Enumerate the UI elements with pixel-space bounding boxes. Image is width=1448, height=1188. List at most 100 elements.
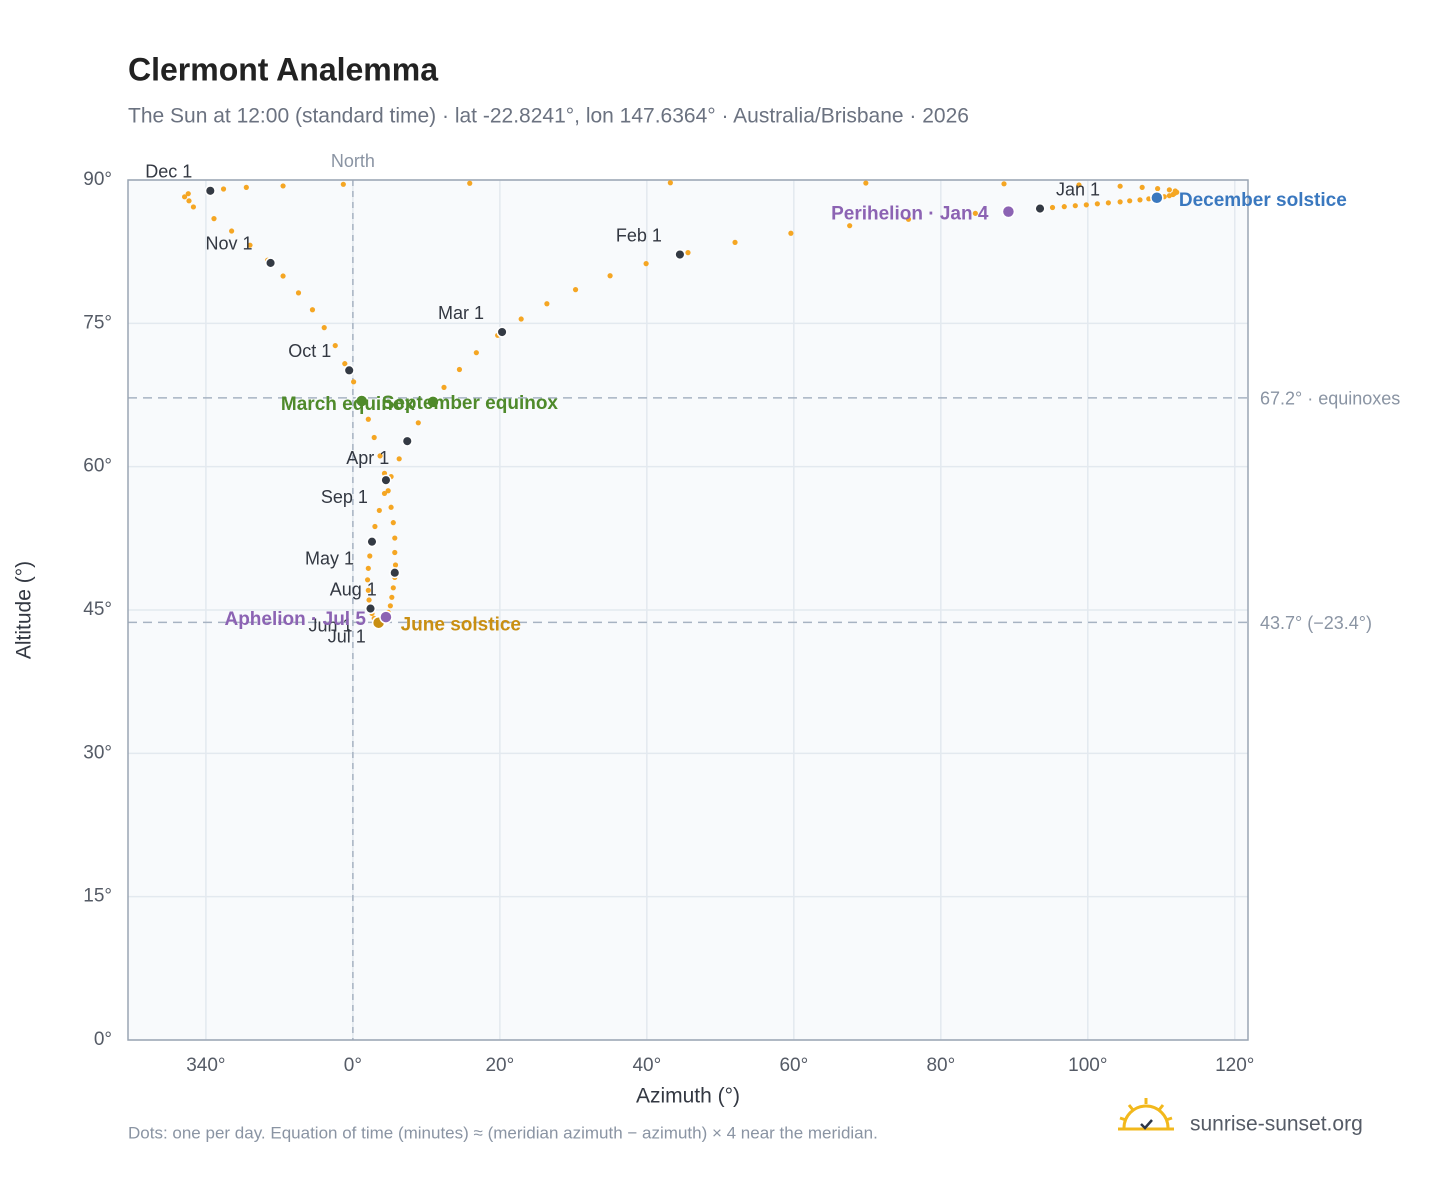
day-dot [340, 181, 346, 187]
day-dot [389, 594, 395, 600]
day-dot [220, 186, 227, 192]
labels: 0° 15° 30° 45° 60° 75° 90° 340° 0° 20° 40° 60° 80° 10… [83, 151, 1400, 1076]
y-tick-label: 60° [83, 456, 112, 477]
x-tick-label: 60° [779, 1055, 808, 1076]
month-label: Jul 1 [328, 626, 366, 646]
event-marker [426, 395, 440, 409]
day-dot [392, 549, 398, 556]
x-tick-label: 20° [485, 1055, 514, 1076]
day-dot [1049, 204, 1056, 211]
month-marker [389, 567, 401, 579]
month-label: Feb 1 [616, 225, 662, 245]
day-dot [381, 490, 388, 497]
event-label: September equinox [382, 393, 559, 414]
day-dot [1117, 199, 1123, 205]
day-dot [972, 210, 978, 216]
month-label: Nov 1 [206, 234, 253, 254]
day-dot [518, 316, 524, 322]
day-dot [229, 228, 235, 234]
y-tick-label: 90° [83, 169, 112, 190]
reference-lines [128, 180, 1248, 1040]
month-marker [204, 185, 216, 197]
day-dot [847, 223, 853, 229]
day-dot [190, 204, 197, 210]
day-dot [685, 250, 691, 256]
y-tick-label: 30° [83, 742, 112, 763]
y-axis-title: Altitude (°) [13, 561, 36, 659]
month-label: Oct 1 [288, 341, 331, 361]
x-tick-label: 40° [632, 1055, 661, 1076]
footnote: Dots: one per day. Equation of time (min… [128, 1123, 878, 1142]
day-dot [365, 587, 371, 593]
plot-frame [127, 179, 1249, 1041]
day-dot [377, 453, 383, 459]
month-marker [401, 435, 413, 447]
day-dot [415, 420, 421, 426]
day-dot [247, 242, 253, 248]
chart-title: Clermont Analemma [128, 51, 438, 87]
y-tick-label: 0° [94, 1029, 112, 1050]
reference-label: 43.7° (−23.4°) [1260, 613, 1372, 633]
day-dot [365, 416, 371, 422]
day-dot [364, 577, 371, 583]
day-dot [1127, 198, 1133, 204]
event-marker [379, 610, 393, 624]
day-dot [392, 562, 399, 568]
day-dot [388, 504, 394, 510]
month-marker [366, 536, 378, 548]
day-dot [390, 585, 396, 591]
day-dot [1094, 201, 1100, 207]
north-label: North [331, 151, 375, 171]
day-dot [385, 488, 391, 494]
day-dot [185, 191, 191, 197]
day-dot [1139, 184, 1145, 190]
month-marker [1034, 203, 1046, 215]
day-dot [456, 366, 463, 373]
day-dot [367, 553, 373, 559]
day-dot [1083, 202, 1089, 208]
month-label: Sep 1 [321, 487, 368, 507]
day-dot [392, 535, 398, 541]
x-tick-label: 0° [344, 1055, 362, 1076]
day-dot [243, 184, 249, 190]
day-dot [366, 597, 372, 603]
markers [204, 185, 1164, 630]
x-tick-label: 100° [1068, 1055, 1107, 1076]
day-dot [280, 183, 286, 189]
event-label: December solstice [1179, 190, 1347, 211]
month-marker [496, 326, 508, 338]
day-dot [371, 434, 377, 441]
month-label: Jun 1 [308, 615, 352, 635]
day-dot [181, 194, 188, 200]
day-dot [1166, 193, 1172, 199]
day-dot [607, 273, 613, 279]
event-label: Perihelion · Jan 4 [831, 204, 989, 225]
y-tick-label: 45° [83, 599, 112, 620]
day-dot [351, 379, 357, 385]
day-dot [332, 342, 338, 349]
day-dot [280, 273, 286, 279]
x-axis-title: Azimuth (°) [636, 1085, 740, 1108]
brand-logo [1118, 1098, 1174, 1131]
x-tick-label: 120° [1215, 1055, 1254, 1076]
day-dot [295, 290, 302, 296]
day-dot [1001, 181, 1007, 187]
chart-subtitle: The Sun at 12:00 (standard time) · lat -… [128, 105, 969, 128]
day-dot [186, 198, 192, 204]
day-dot [365, 565, 371, 571]
day-dot [1155, 186, 1161, 192]
month-label: May 1 [305, 548, 354, 568]
day-dot [1137, 197, 1143, 203]
day-dot [396, 456, 402, 462]
day-dot [1117, 183, 1123, 189]
day-dot [667, 180, 673, 186]
day-dot [1105, 200, 1111, 206]
month-label: Dec 1 [145, 162, 192, 182]
day-dot [1061, 204, 1067, 210]
day-dot [732, 239, 738, 245]
day-dot [441, 384, 447, 390]
day-dot [390, 520, 396, 526]
day-dot [863, 180, 869, 186]
y-tick-label: 15° [83, 886, 112, 907]
day-dot [788, 230, 794, 236]
